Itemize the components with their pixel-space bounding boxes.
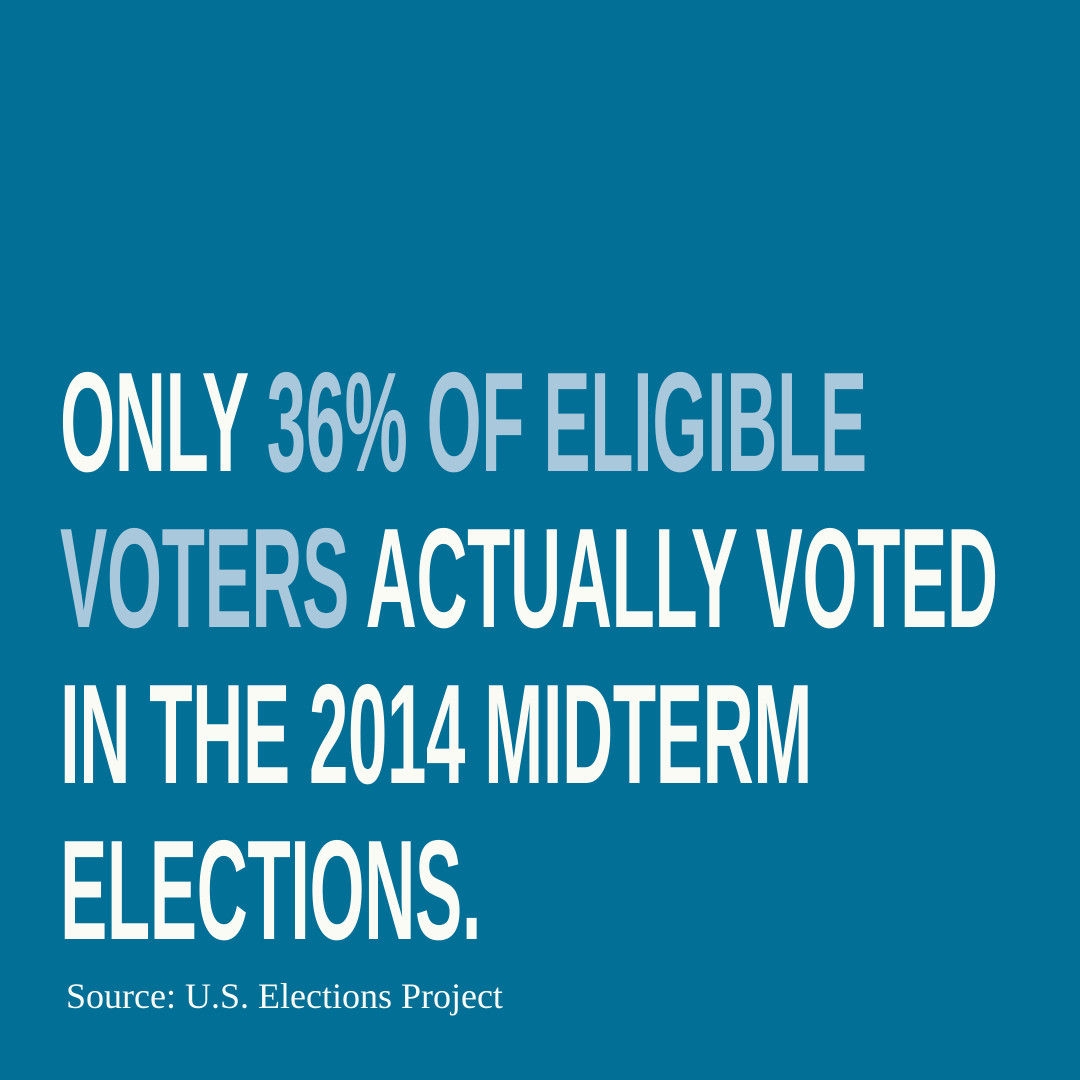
headline-text-only: ONLY <box>60 343 267 502</box>
headline-line-1: ONLY 36% OF ELIGIBLE <box>60 345 998 501</box>
headline-line-3: IN THE 2014 MIDTERM <box>60 657 998 813</box>
source-credit: Source: U.S. Elections Project <box>66 976 503 1016</box>
headline-text-actually-voted: ACTUALLY VOTED <box>348 499 999 658</box>
headline-line-2: VOTERS ACTUALLY VOTED <box>60 501 998 657</box>
headline: ONLY 36% OF ELIGIBLE VOTERS ACTUALLY VOT… <box>60 345 1080 969</box>
headline-highlight-percent: 36% OF ELIGIBLE <box>266 343 868 502</box>
headline-text-elections: ELECTIONS. <box>60 811 482 970</box>
headline-text-midterm: IN THE 2014 MIDTERM <box>60 655 812 814</box>
headline-highlight-voters: VOTERS <box>60 499 349 658</box>
headline-line-4: ELECTIONS. <box>60 813 998 969</box>
